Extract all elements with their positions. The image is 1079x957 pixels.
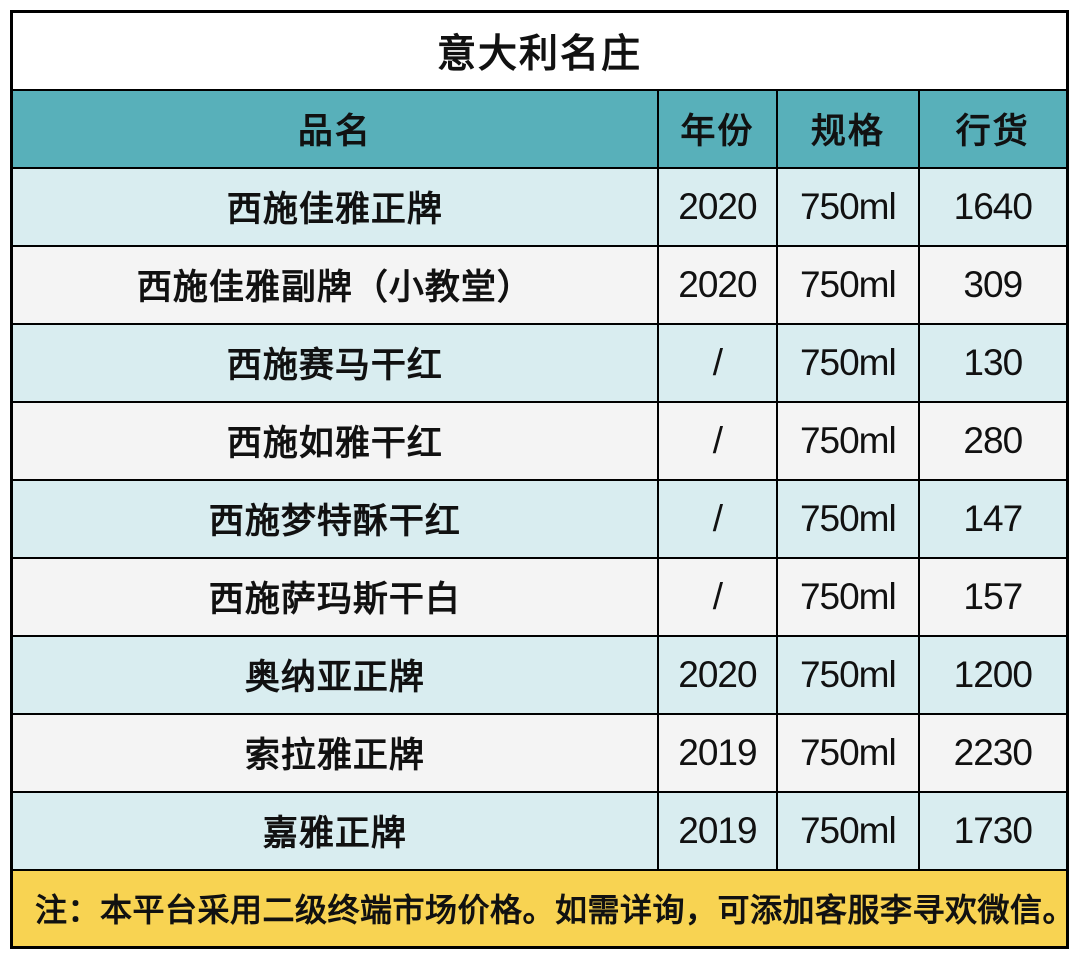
table-note: 注：本平台采用二级终端市场价格。如需详询，可添加客服李寻欢微信。 bbox=[10, 868, 1069, 949]
volume-cell: 750ml bbox=[776, 478, 920, 559]
table-row: 嘉雅正牌 2019 750ml 1730 bbox=[10, 790, 1069, 871]
price-cell: 147 bbox=[917, 478, 1069, 559]
volume-cell: 750ml bbox=[776, 712, 920, 793]
product-name-cell: 西施萨玛斯干白 bbox=[10, 556, 659, 637]
wine-price-table: 意大利名庄 品名 年份 规格 行货 西施佳雅正牌 2020 750ml 1640 西施佳… bbox=[10, 10, 1069, 949]
product-name-cell: 西施梦特酥干红 bbox=[10, 478, 659, 559]
price-cell: 1640 bbox=[917, 166, 1069, 247]
table-row: 西施赛马干红/750ml 130 bbox=[10, 322, 1069, 403]
price-cell: 1200 bbox=[917, 634, 1069, 715]
product-name-cell: 西施赛马干红 bbox=[10, 322, 659, 403]
price-cell: 130 bbox=[917, 322, 1069, 403]
product-name-cell: 西施佳雅副牌（小教堂） bbox=[10, 244, 659, 325]
vintage-cell: / bbox=[656, 322, 779, 403]
price-cell: 309 bbox=[917, 244, 1069, 325]
volume-cell: 750ml bbox=[776, 244, 920, 325]
table-row: 索拉雅正牌 2019 750ml 2230 bbox=[10, 712, 1069, 793]
table-row: 西施佳雅正牌 2020 750ml 1640 bbox=[10, 166, 1069, 247]
volume-cell: 750ml bbox=[776, 790, 920, 871]
vintage-cell: 2019 bbox=[656, 790, 779, 871]
product-name-cell: 西施佳雅正牌 bbox=[10, 166, 659, 247]
volume-cell: 750ml bbox=[776, 556, 920, 637]
table-title: 意大利名庄 bbox=[10, 10, 1069, 91]
product-name-cell: 索拉雅正牌 bbox=[10, 712, 659, 793]
volume-cell: 750ml bbox=[776, 634, 920, 715]
vintage-cell: / bbox=[656, 400, 779, 481]
table-row: 奥纳亚正牌 2020 750ml 1200 bbox=[10, 634, 1069, 715]
note-row: 注：本平台采用二级终端市场价格。如需详询，可添加客服李寻欢微信。 bbox=[10, 868, 1069, 949]
price-cell: 280 bbox=[917, 400, 1069, 481]
vintage-cell: / bbox=[656, 478, 779, 559]
vintage-cell: 2020 bbox=[656, 634, 779, 715]
wine-price-table-container: 意大利名庄 品名 年份 规格 行货 西施佳雅正牌 2020 750ml 1640 西施佳… bbox=[10, 10, 1069, 949]
product-name-cell: 嘉雅正牌 bbox=[10, 790, 659, 871]
volume-cell: 750ml bbox=[776, 322, 920, 403]
table-row: 西施梦特酥干红/750ml 147 bbox=[10, 478, 1069, 559]
price-cell: 2230 bbox=[917, 712, 1069, 793]
header-row: 品名 年份 规格 行货 bbox=[10, 88, 1069, 169]
column-header-price: 行货 bbox=[917, 88, 1069, 169]
price-cell: 1730 bbox=[917, 790, 1069, 871]
title-row: 意大利名庄 bbox=[10, 10, 1069, 91]
table-body: 西施佳雅正牌 2020 750ml 1640 西施佳雅副牌（小教堂） 2020 750ml 3… bbox=[10, 166, 1069, 871]
table-row: 西施萨玛斯干白/750ml 157 bbox=[10, 556, 1069, 637]
table-row: 西施如雅干红/750ml 280 bbox=[10, 400, 1069, 481]
volume-cell: 750ml bbox=[776, 166, 920, 247]
column-header-vintage: 年份 bbox=[656, 88, 779, 169]
vintage-cell: 2020 bbox=[656, 166, 779, 247]
price-cell: 157 bbox=[917, 556, 1069, 637]
vintage-cell: 2019 bbox=[656, 712, 779, 793]
product-name-cell: 奥纳亚正牌 bbox=[10, 634, 659, 715]
column-header-volume: 规格 bbox=[776, 88, 920, 169]
volume-cell: 750ml bbox=[776, 400, 920, 481]
product-name-cell: 西施如雅干红 bbox=[10, 400, 659, 481]
table-row: 西施佳雅副牌（小教堂） 2020 750ml 309 bbox=[10, 244, 1069, 325]
vintage-cell: / bbox=[656, 556, 779, 637]
vintage-cell: 2020 bbox=[656, 244, 779, 325]
column-header-product-name: 品名 bbox=[10, 88, 659, 169]
